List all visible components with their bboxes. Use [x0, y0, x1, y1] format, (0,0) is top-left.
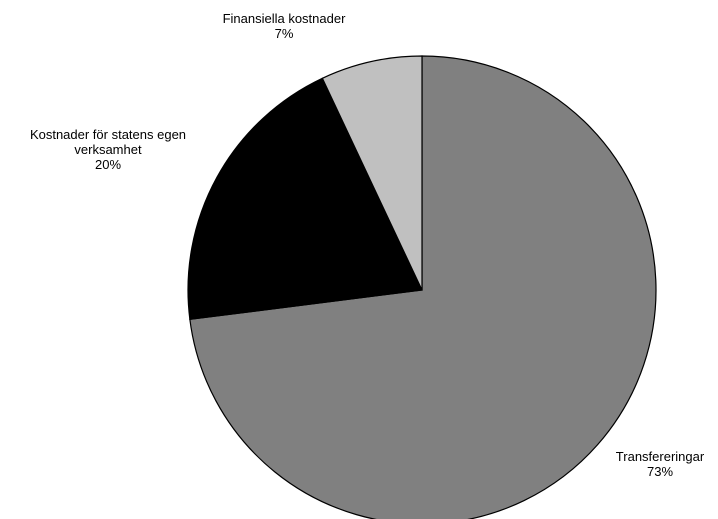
pie-slice-label: Finansiella kostnader	[223, 11, 347, 26]
pie-slice	[189, 55, 657, 519]
pie-slice-percent-label: 20%	[95, 157, 121, 172]
pie-slice-percent-label: 73%	[647, 464, 673, 479]
pie-slices	[187, 55, 657, 519]
pie-slice-percent-label: 7%	[275, 26, 294, 41]
pie-slice	[187, 77, 423, 321]
pie-slice	[321, 55, 423, 291]
pie-slice-label: Kostnader för statens egen	[30, 127, 186, 142]
pie-slice-label: verksamhet	[74, 142, 142, 157]
pie-slice-label: Transfereringar	[616, 449, 705, 464]
